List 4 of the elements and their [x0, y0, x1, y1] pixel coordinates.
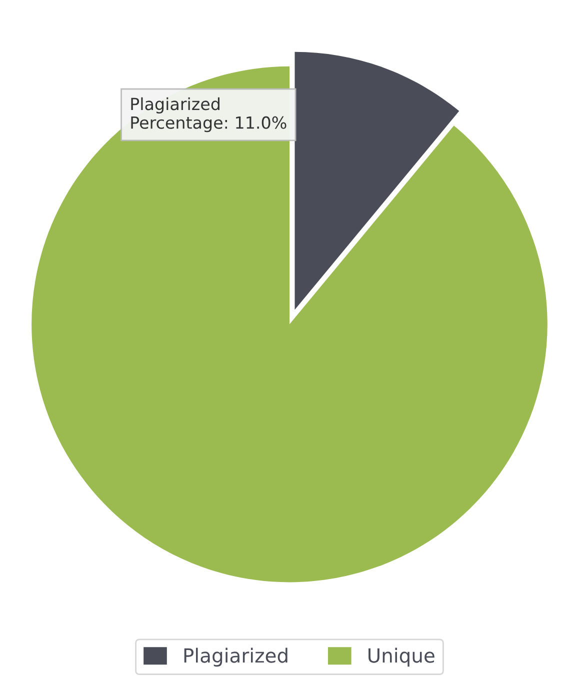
text: Percentage: 11.0% [131, 116, 286, 132]
legend-label: Plagiarized [184, 648, 288, 667]
text: Plagiarized [131, 97, 220, 114]
legend-label: Unique [368, 648, 434, 667]
